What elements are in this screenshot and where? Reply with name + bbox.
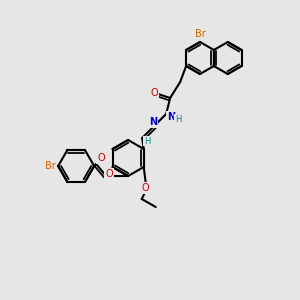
Text: Br: Br	[45, 161, 56, 171]
Text: O: O	[105, 169, 113, 179]
Text: N: N	[149, 117, 157, 127]
Text: O: O	[150, 88, 158, 98]
Text: N: N	[167, 112, 175, 122]
Text: Br: Br	[195, 29, 206, 39]
Text: O: O	[142, 183, 149, 193]
Text: H: H	[144, 136, 150, 146]
Text: O: O	[97, 153, 105, 163]
Text: H: H	[175, 115, 181, 124]
